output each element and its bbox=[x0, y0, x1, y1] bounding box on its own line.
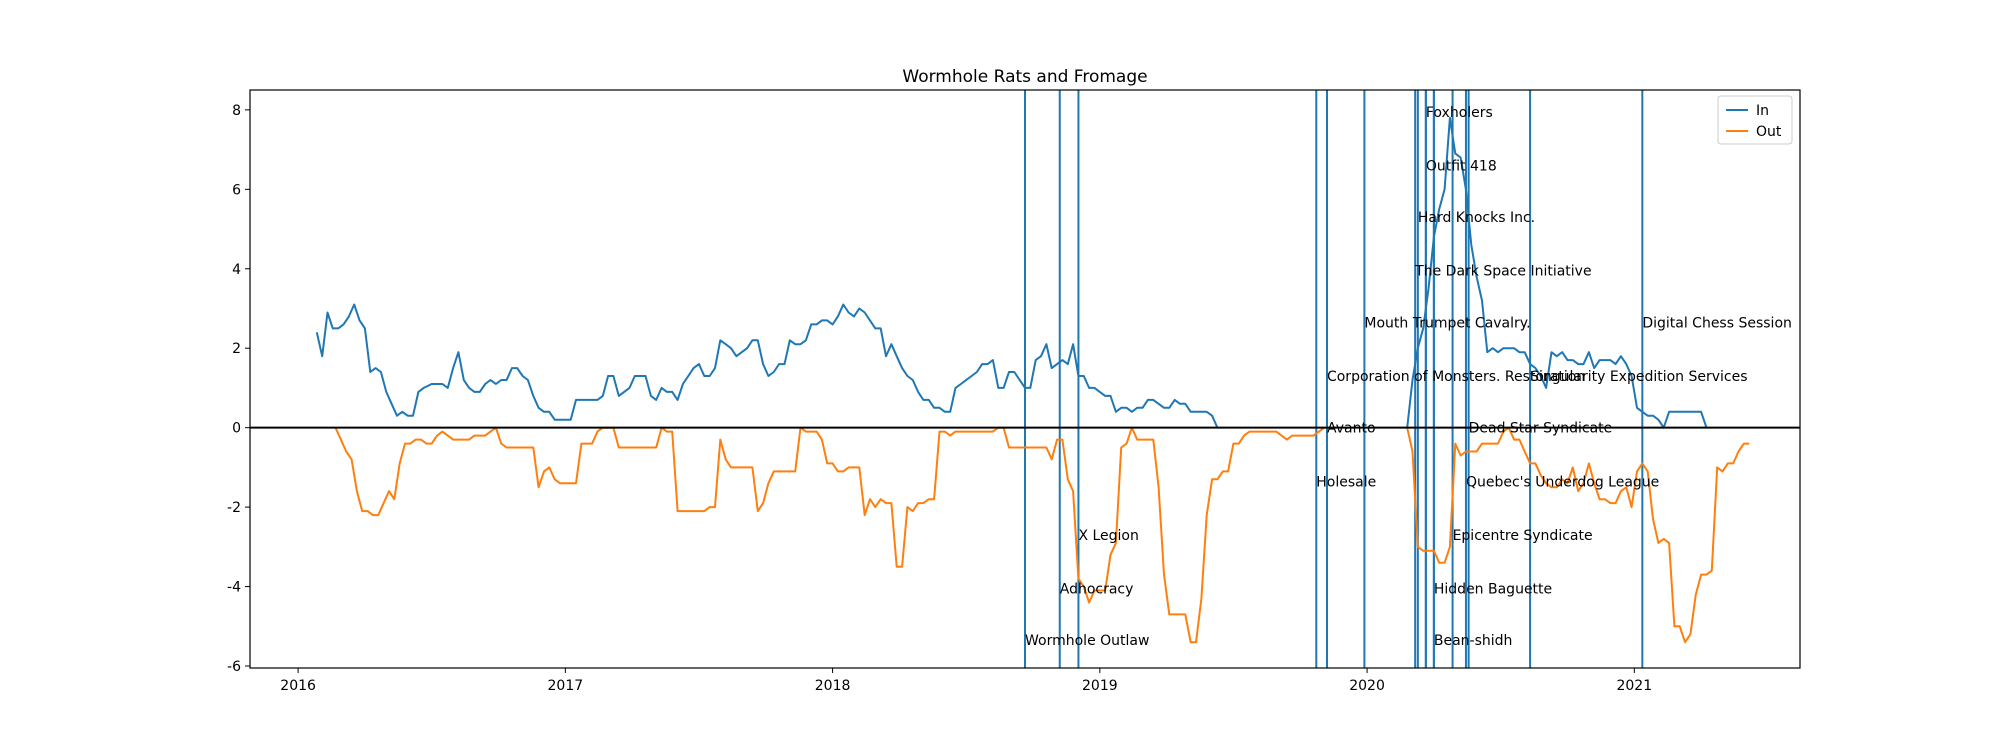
legend: In Out bbox=[1717, 95, 1793, 145]
event-lines-layer bbox=[1024, 90, 1644, 668]
y-tick-label-3: 0 bbox=[232, 421, 241, 437]
event-label-12: Hidden Baguette bbox=[1434, 582, 1552, 598]
event-label-15: Dead Star Syndicate bbox=[1469, 421, 1613, 437]
event-label-13: Epicentre Syndicate bbox=[1453, 528, 1593, 544]
x-tick-label-0: 2016 bbox=[280, 678, 316, 694]
legend-label-0: In bbox=[1756, 103, 1769, 119]
event-label-14: Quebec's Underdog League bbox=[1466, 474, 1659, 490]
event-label-16: Singularity Expedition Services bbox=[1530, 369, 1747, 385]
event-label-5: Corporation of Monsters. Restoration bbox=[1327, 369, 1585, 385]
event-label-4: Avanto bbox=[1327, 421, 1376, 437]
y-tick-label-7: 8 bbox=[232, 103, 241, 119]
event-label-9: Outfit 418 bbox=[1426, 158, 1497, 174]
event-labels-layer: Wormhole Outlaw Adhocracy X Legion Holesale… bbox=[1025, 105, 1792, 649]
event-label-8: Hard Knocks Inc. bbox=[1418, 210, 1535, 226]
event-label-17: Digital Chess Session bbox=[1642, 315, 1792, 331]
series-layer bbox=[315, 116, 1750, 644]
y-tick-label-2: -2 bbox=[227, 500, 241, 516]
event-label-11: Bean-shidh bbox=[1434, 633, 1513, 649]
event-label-0: Wormhole Outlaw bbox=[1025, 633, 1149, 649]
x-tick-label-3: 2019 bbox=[1082, 678, 1118, 694]
event-label-10: Foxholers bbox=[1426, 105, 1493, 121]
series-line-2 bbox=[334, 426, 1325, 644]
x-tick-label-4: 2020 bbox=[1349, 678, 1385, 694]
x-tick-label-1: 2017 bbox=[548, 678, 584, 694]
y-tick-label-5: 4 bbox=[232, 262, 241, 278]
series-line-3 bbox=[1406, 426, 1750, 644]
event-label-3: Holesale bbox=[1316, 474, 1376, 490]
x-tick-label-5: 2021 bbox=[1616, 678, 1652, 694]
event-label-7: The Dark Space Initiative bbox=[1414, 264, 1591, 280]
y-tick-label-4: 2 bbox=[232, 341, 241, 357]
legend-label-1: Out bbox=[1756, 124, 1782, 140]
y-tick-label-0: -6 bbox=[227, 659, 241, 675]
axes-layer: 2016 2017 2018 2019 2020 2021 -6 -4 -2 0 2 4 6 8 bbox=[227, 89, 1801, 694]
y-tick-label-1: -4 bbox=[227, 580, 241, 596]
event-label-2: X Legion bbox=[1078, 528, 1138, 544]
event-label-6: Mouth Trumpet Cavalry. bbox=[1364, 315, 1530, 331]
series-line-1 bbox=[1406, 116, 1708, 429]
plot-frame bbox=[249, 89, 1801, 669]
x-tick-label-2: 2018 bbox=[815, 678, 851, 694]
chart-title: Wormhole Rats and Fromage bbox=[902, 67, 1147, 87]
y-tick-label-6: 6 bbox=[232, 182, 241, 198]
event-label-1: Adhocracy bbox=[1060, 582, 1134, 598]
series-line-0 bbox=[315, 303, 1219, 429]
